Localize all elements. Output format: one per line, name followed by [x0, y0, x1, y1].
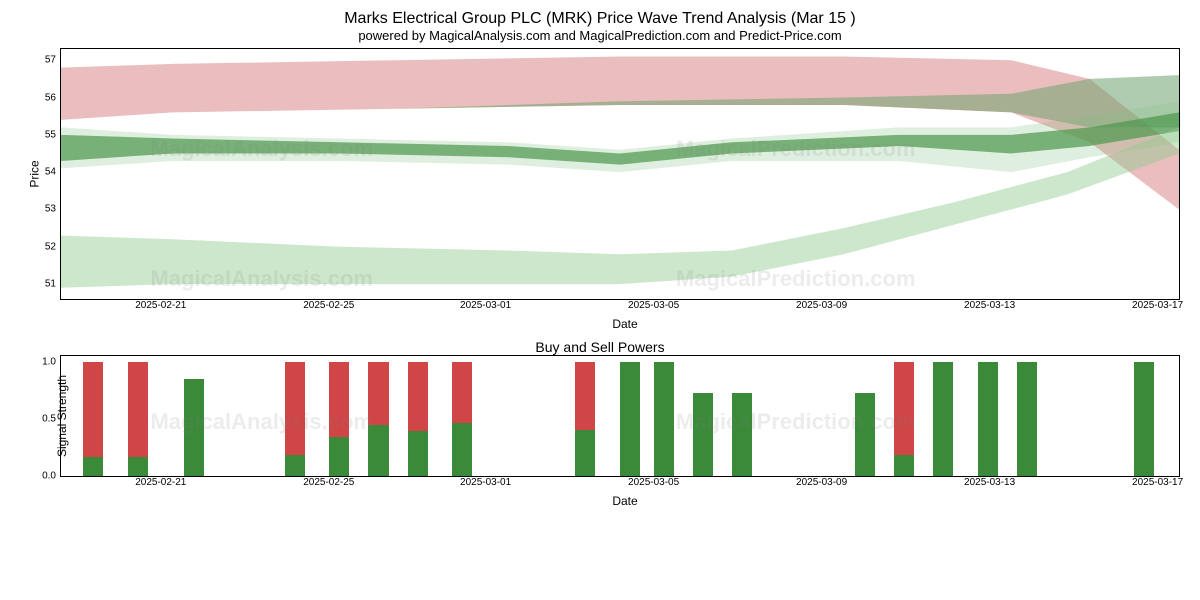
sell-power-bar	[452, 362, 472, 424]
signal-bar	[894, 356, 914, 476]
signal-bar	[1134, 356, 1154, 476]
signal-bar	[329, 356, 349, 476]
main-plot-inner: MagicalAnalysis.comMagicalPrediction.com…	[61, 49, 1179, 299]
buy-power-bar	[855, 393, 875, 476]
y-tick-label: 0.0	[26, 471, 56, 482]
buy-power-bar	[894, 455, 914, 476]
signal-bar	[732, 356, 752, 476]
sub-x-axis-label: Date	[60, 494, 1190, 508]
sell-power-bar	[368, 362, 388, 425]
y-tick-label: 1.0	[26, 356, 56, 367]
x-tick-label: 2025-02-25	[303, 477, 354, 488]
buy-power-bar	[978, 362, 998, 476]
signal-bar	[620, 356, 640, 476]
x-tick-label: 2025-03-01	[460, 300, 511, 311]
buy-power-bar	[620, 362, 640, 476]
main-chart-subtitle: powered by MagicalAnalysis.com and Magic…	[10, 28, 1190, 43]
signal-bar	[452, 356, 472, 476]
sell-power-bar	[408, 362, 428, 432]
signal-bar	[933, 356, 953, 476]
y-tick-label: 51	[26, 279, 56, 290]
sub-plot-inner: MagicalAnalysis.comMagicalPrediction.com	[61, 356, 1179, 476]
sell-power-bar	[894, 362, 914, 456]
signal-bar	[1017, 356, 1037, 476]
main-x-axis-label: Date	[60, 317, 1190, 331]
sell-power-bar	[329, 362, 349, 437]
buy-power-bar	[1017, 362, 1037, 476]
signal-bar	[855, 356, 875, 476]
x-tick-label: 2025-03-09	[796, 477, 847, 488]
main-wave-svg	[61, 49, 1179, 299]
y-tick-label: 0.5	[26, 413, 56, 424]
y-tick-label: 52	[26, 241, 56, 252]
y-tick-label: 55	[26, 129, 56, 140]
x-tick-label: 2025-03-01	[460, 477, 511, 488]
buy-power-bar	[732, 393, 752, 476]
x-tick-label: 2025-03-13	[964, 477, 1015, 488]
y-tick-label: 56	[26, 92, 56, 103]
x-tick-label: 2025-03-17	[1132, 300, 1183, 311]
chart-container: Marks Electrical Group PLC (MRK) Price W…	[10, 10, 1190, 508]
sell-power-bar	[83, 362, 103, 457]
buy-power-bar	[368, 425, 388, 476]
buy-power-bar	[1134, 362, 1154, 476]
bars-area	[61, 356, 1179, 476]
buy-power-bar	[693, 393, 713, 476]
main-plot-area: Price 51525354555657 MagicalAnalysis.com…	[60, 48, 1180, 300]
x-tick-label: 2025-02-25	[303, 300, 354, 311]
signal-bar	[978, 356, 998, 476]
main-chart-title: Marks Electrical Group PLC (MRK) Price W…	[10, 10, 1190, 28]
buy-power-bar	[654, 362, 674, 476]
main-x-ticks: 2025-02-21 2025-02-25 2025-03-01 2025-03-05…	[60, 300, 1180, 315]
x-tick-label: 2025-02-21	[135, 300, 186, 311]
signal-bar	[408, 356, 428, 476]
signal-bar	[575, 356, 595, 476]
sell-power-bar	[575, 362, 595, 431]
buy-power-bar	[83, 457, 103, 476]
buy-power-bar	[575, 430, 595, 476]
sell-power-bar	[128, 362, 148, 457]
signal-bar	[184, 356, 204, 476]
buy-power-bar	[408, 431, 428, 476]
x-tick-label: 2025-03-05	[628, 477, 679, 488]
signal-bar	[128, 356, 148, 476]
main-y-ticks: 51 52 53 54 55 56 57	[26, 49, 56, 299]
sub-y-ticks: 0.00.51.0	[26, 356, 56, 476]
x-tick-label: 2025-03-09	[796, 300, 847, 311]
signal-bar	[83, 356, 103, 476]
y-tick-label: 54	[26, 167, 56, 178]
buy-power-bar	[933, 362, 953, 476]
sub-plot-area: Signal Strength 0.00.51.0 MagicalAnalysi…	[60, 355, 1180, 477]
sell-power-bar	[285, 362, 305, 456]
buy-power-bar	[285, 455, 305, 476]
y-tick-label: 57	[26, 55, 56, 66]
y-tick-label: 53	[26, 204, 56, 215]
buy-power-bar	[329, 437, 349, 476]
x-tick-label: 2025-03-17	[1132, 477, 1183, 488]
signal-bar	[285, 356, 305, 476]
signal-bar	[654, 356, 674, 476]
buy-power-bar	[184, 379, 204, 476]
x-tick-label: 2025-03-13	[964, 300, 1015, 311]
buy-power-bar	[452, 423, 472, 476]
sub-chart-title: Buy and Sell Powers	[10, 339, 1190, 355]
signal-bar	[693, 356, 713, 476]
x-tick-label: 2025-03-05	[628, 300, 679, 311]
buy-power-bar	[128, 457, 148, 476]
x-tick-label: 2025-02-21	[135, 477, 186, 488]
sub-x-ticks: 2025-02-21 2025-02-25 2025-03-01 2025-03-05…	[60, 477, 1180, 492]
signal-bar	[368, 356, 388, 476]
